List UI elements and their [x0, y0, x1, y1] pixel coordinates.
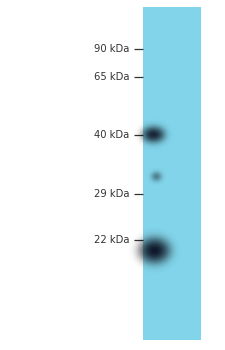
Text: 65 kDa: 65 kDa [94, 72, 129, 82]
Bar [143, 7, 201, 340]
Text: 90 kDa: 90 kDa [94, 44, 129, 54]
Text: 29 kDa: 29 kDa [94, 189, 129, 199]
Text: 40 kDa: 40 kDa [94, 130, 129, 140]
Text: 22 kDa: 22 kDa [94, 235, 129, 245]
